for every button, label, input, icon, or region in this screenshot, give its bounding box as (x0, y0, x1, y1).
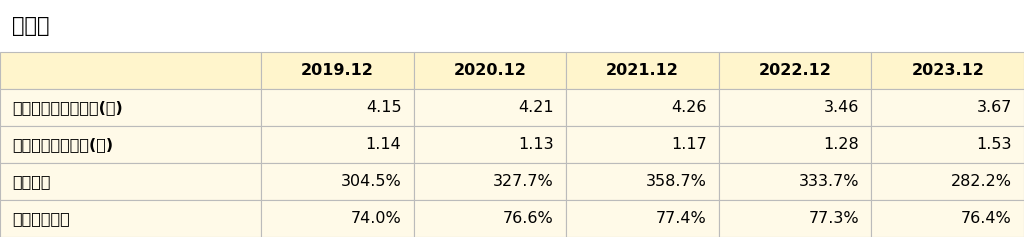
Bar (0, 200, 261, 237)
Bar (414, 126, 566, 163)
Bar (719, 163, 871, 200)
Text: 安全性: 安全性 (12, 16, 50, 36)
Text: 327.7%: 327.7% (494, 174, 554, 189)
Bar (0, 89, 261, 126)
Text: 282.2%: 282.2% (950, 174, 1012, 189)
Bar (566, 52, 719, 89)
Text: 2021.12: 2021.12 (606, 63, 679, 78)
Text: 自己資本比率: 自己資本比率 (12, 211, 70, 226)
Text: 304.5%: 304.5% (341, 174, 401, 189)
Text: 77.3%: 77.3% (809, 211, 859, 226)
Text: 棚卸資産回転期間(月): 棚卸資産回転期間(月) (12, 137, 114, 152)
Bar (719, 126, 871, 163)
Bar (0, 163, 261, 200)
Bar (566, 200, 719, 237)
Text: 76.6%: 76.6% (503, 211, 554, 226)
Bar (719, 52, 871, 89)
Bar (566, 89, 719, 126)
Text: 4.26: 4.26 (671, 100, 707, 115)
Text: 流動比率: 流動比率 (12, 174, 51, 189)
Bar (261, 52, 414, 89)
Text: 1.14: 1.14 (366, 137, 401, 152)
Bar (414, 52, 566, 89)
Bar (414, 89, 566, 126)
Text: 2019.12: 2019.12 (301, 63, 374, 78)
Text: 74.0%: 74.0% (350, 211, 401, 226)
Bar (719, 89, 871, 126)
Bar (261, 126, 414, 163)
Text: 3.46: 3.46 (823, 100, 859, 115)
Text: 77.4%: 77.4% (655, 211, 707, 226)
Bar (261, 89, 414, 126)
Text: 358.7%: 358.7% (646, 174, 707, 189)
Bar (871, 200, 1024, 237)
Text: 3.67: 3.67 (976, 100, 1012, 115)
Bar (414, 163, 566, 200)
Text: 1.17: 1.17 (671, 137, 707, 152)
Text: 333.7%: 333.7% (799, 174, 859, 189)
Text: 2023.12: 2023.12 (911, 63, 984, 78)
Bar (566, 126, 719, 163)
Text: 1.13: 1.13 (518, 137, 554, 152)
Text: 1.53: 1.53 (976, 137, 1012, 152)
Bar (871, 89, 1024, 126)
Text: 1.28: 1.28 (823, 137, 859, 152)
Bar (0, 52, 261, 89)
Bar (871, 163, 1024, 200)
Text: 2022.12: 2022.12 (759, 63, 831, 78)
Bar (0, 126, 261, 163)
Text: 4.15: 4.15 (366, 100, 401, 115)
Text: 2020.12: 2020.12 (454, 63, 526, 78)
Bar (414, 200, 566, 237)
Text: 売上債権等回転期間(月): 売上債権等回転期間(月) (12, 100, 123, 115)
Bar (261, 163, 414, 200)
Bar (566, 163, 719, 200)
Bar (719, 200, 871, 237)
Text: 76.4%: 76.4% (961, 211, 1012, 226)
Bar (871, 126, 1024, 163)
Bar (261, 200, 414, 237)
Text: 4.21: 4.21 (518, 100, 554, 115)
Bar (871, 52, 1024, 89)
